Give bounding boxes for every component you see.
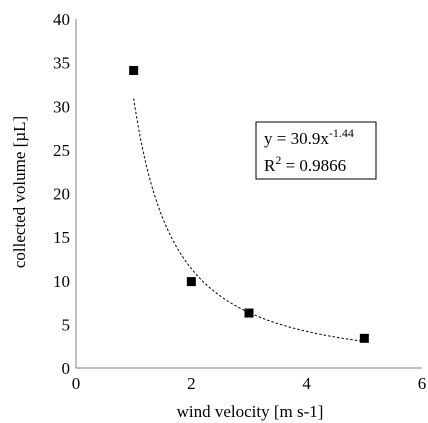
y-axis-title: collected volume [µL] xyxy=(10,116,29,268)
y-tick-label: 0 xyxy=(62,359,71,378)
y-tick-label: 10 xyxy=(53,272,70,291)
y-tick-label: 20 xyxy=(53,185,70,204)
data-points xyxy=(129,65,369,343)
y-tick-label: 25 xyxy=(53,141,70,160)
axes xyxy=(75,19,422,369)
trend-equation: y = 30.9x-1.44 xyxy=(264,126,354,148)
x-tick-label: 4 xyxy=(302,374,311,393)
data-point xyxy=(129,65,139,75)
x-axis-title: wind velocity [m s-1] xyxy=(177,402,324,421)
data-point xyxy=(244,308,254,318)
trendline xyxy=(133,98,365,342)
y-tick-label: 5 xyxy=(62,315,71,334)
trend-equation-exponent: -1.44 xyxy=(329,126,354,140)
y-tick-label: 35 xyxy=(53,54,70,73)
y-tick-labels: 0 5 10 15 20 25 30 35 40 xyxy=(53,10,70,378)
data-point xyxy=(359,333,369,343)
data-point xyxy=(186,277,196,287)
x-tick-label: 2 xyxy=(187,374,196,393)
y-tick-label: 40 xyxy=(53,10,70,29)
y-tick-label: 15 xyxy=(53,228,70,247)
x-tick-label: 6 xyxy=(418,374,427,393)
x-tick-label: 0 xyxy=(72,374,81,393)
r-squared: R2 = 0.9866 xyxy=(264,153,346,175)
y-tick-label: 30 xyxy=(53,97,70,116)
x-tick-labels: 0 2 4 6 xyxy=(72,374,427,393)
equation-frame xyxy=(255,121,377,180)
r-squared-sup: 2 xyxy=(275,153,281,167)
trend-equation-main: y = 30.9x xyxy=(264,129,329,148)
equation-box: y = 30.9x-1.44 R2 = 0.9866 xyxy=(255,121,377,180)
r-squared-value: = 0.9866 xyxy=(281,156,346,175)
r-squared-prefix: R xyxy=(264,156,276,175)
